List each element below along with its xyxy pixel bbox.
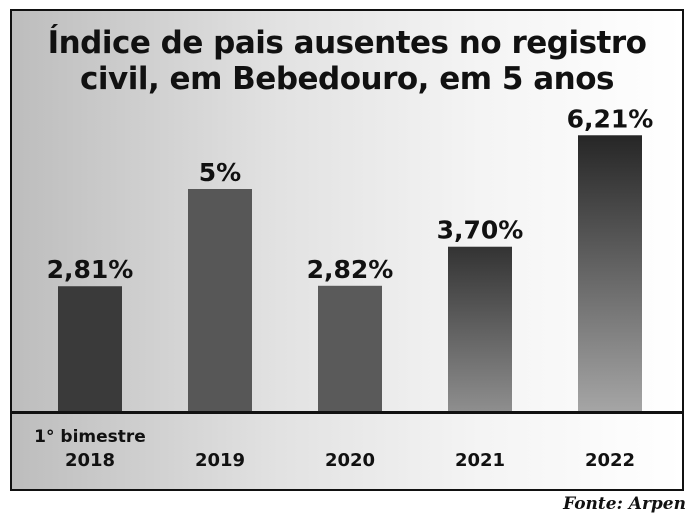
x-tick-label: 2019 <box>160 425 280 473</box>
source-credit: Fonte: Arpen <box>563 494 686 514</box>
x-tick-label-year: 2018 <box>64 450 116 471</box>
bar-value-label: 3,70% <box>437 216 524 245</box>
x-axis-line <box>12 411 682 414</box>
bar-value-label: 2,82% <box>307 255 394 284</box>
bar-plot: 2,81% 5% 2,82% 3,70% 6,21% <box>47 104 654 411</box>
x-tick-label-year: 2019 <box>194 450 246 471</box>
bar-2 <box>188 189 252 411</box>
bar-value-label: 6,21% <box>567 104 654 133</box>
bar-3 <box>318 285 382 411</box>
x-tick-label: 2022 <box>550 425 670 473</box>
x-tick-label: 2021 <box>420 425 540 473</box>
x-tick-label-line-1: 1° bimestre <box>34 427 146 447</box>
bar-value-label: 5% <box>199 158 241 187</box>
bar-1 <box>58 286 122 411</box>
x-tick-label-line-1 <box>420 425 540 449</box>
x-tick-label: 1° bimestre 2018 <box>30 425 150 473</box>
bar-value-label: 2,81% <box>47 255 134 284</box>
x-tick-label-line-1 <box>160 425 280 449</box>
x-tick-label-line-1 <box>290 425 410 449</box>
x-tick-label-year: 2022 <box>584 450 636 471</box>
bar-5 <box>578 135 642 411</box>
x-tick-label: 2020 <box>290 425 410 473</box>
bar-4 <box>448 246 512 411</box>
chart-title: Índice de pais ausentes no registro civi… <box>12 25 682 97</box>
x-tick-label-year: 2021 <box>454 450 506 471</box>
chart-frame: Índice de pais ausentes no registro civi… <box>10 9 684 491</box>
chart-title-line-1: Índice de pais ausentes no registro <box>47 25 647 61</box>
chart-title-line-2: civil, em Bebedouro, em 5 anos <box>80 61 614 97</box>
value-labels-group: 2,81% 5% 2,82% 3,70% 6,21% <box>47 104 654 284</box>
bars-group <box>58 135 642 411</box>
x-tick-label-year: 2020 <box>324 450 376 471</box>
x-tick-label-line-1 <box>550 425 670 449</box>
